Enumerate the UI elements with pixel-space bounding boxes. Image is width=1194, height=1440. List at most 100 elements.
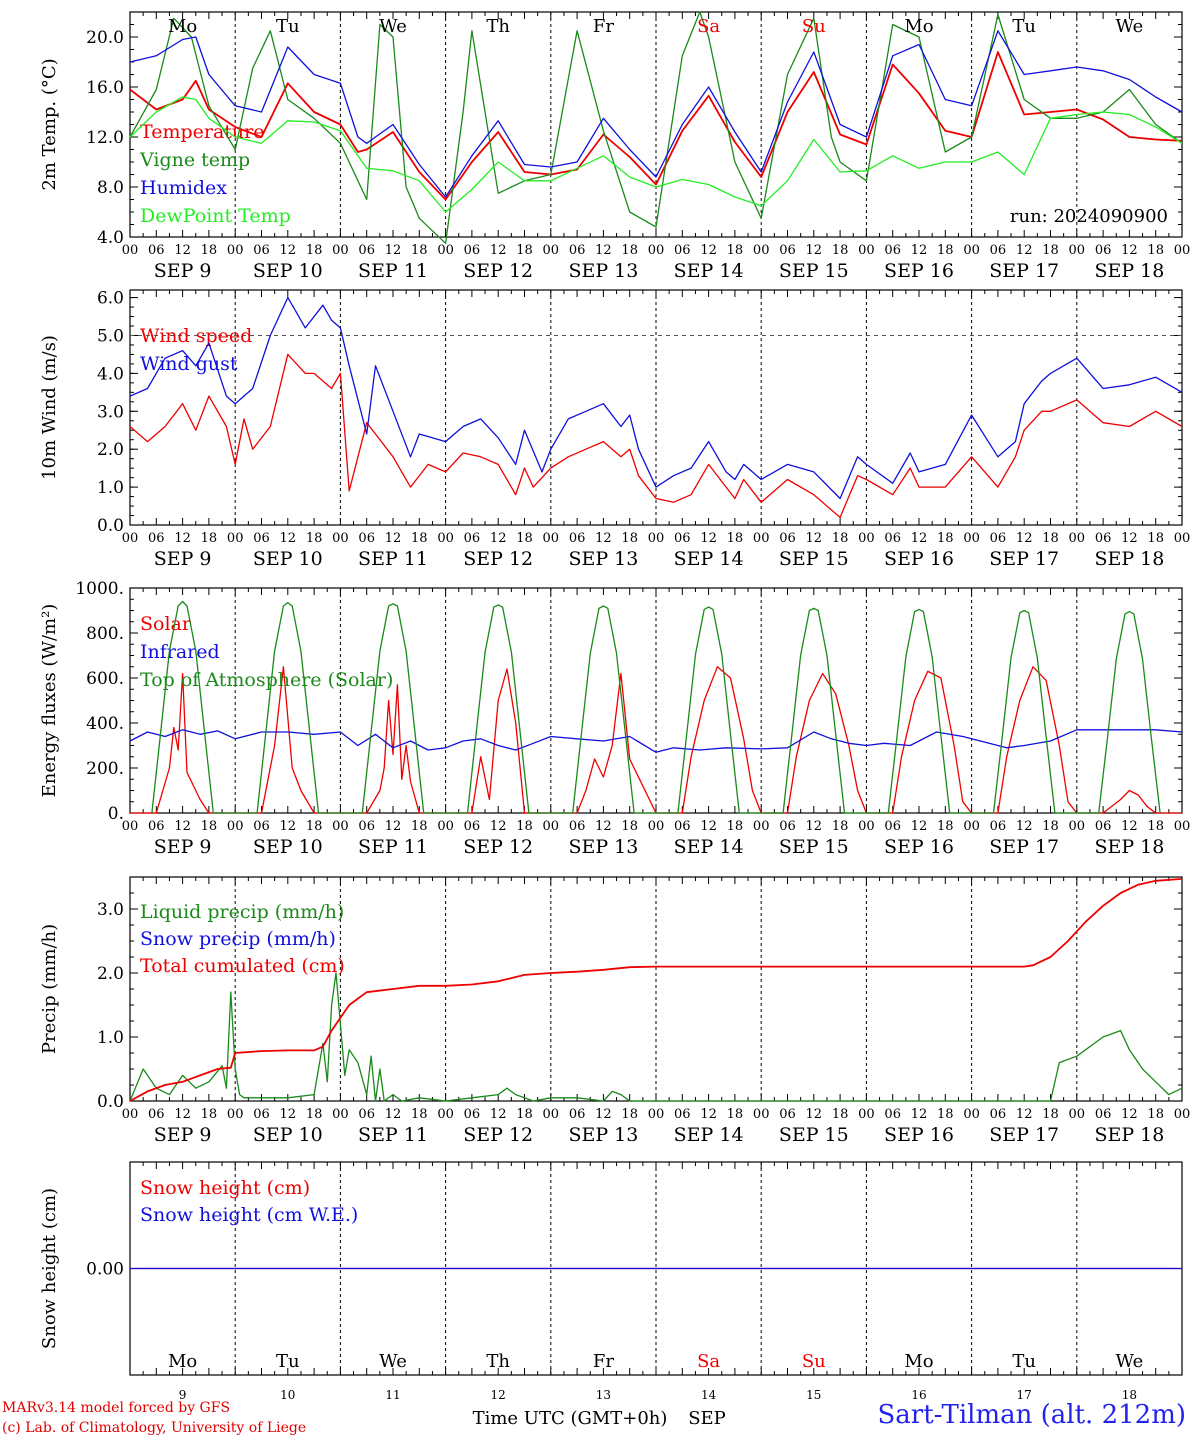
legend-entry: Snow height (cm) [140,1177,310,1199]
series-line-3 [151,600,1161,814]
hour-label: 06 [569,531,586,546]
hour-label: 06 [674,243,691,258]
series-line-3 [129,30,1183,198]
hour-label: 18 [1147,819,1164,834]
hour-label: 18 [832,531,849,546]
hour-label: 18 [516,819,533,834]
hour-label: 12 [490,531,507,546]
hour-label: 00 [543,1107,560,1122]
series-line-1 [129,51,1183,201]
hour-label: 00 [437,243,454,258]
hour-label: 00 [437,531,454,546]
hour-label: 12 [595,819,612,834]
legend-entry: Solar [140,613,192,635]
weekday-label: Mo [904,16,933,37]
hour-label: 12 [385,1107,402,1122]
weekday-label: Sa [697,16,720,37]
hour-label: 00 [753,531,770,546]
hour-label: 12 [595,1107,612,1122]
y-tick-label: 0.0 [97,1092,124,1112]
hour-label: 06 [1095,243,1112,258]
x-axis-month: SEP [688,1408,726,1429]
day-label: SEP 14 [674,1124,744,1146]
hour-label: 06 [674,819,691,834]
day-label: SEP 11 [358,836,428,858]
panel-frame [129,11,1183,238]
hour-label: 00 [648,243,665,258]
y-tick-label: 0.0 [97,516,124,536]
hour-label: 00 [648,531,665,546]
hour-label: 12 [911,819,928,834]
hour-label: 00 [1174,819,1191,834]
hour-label: 18 [1042,1107,1059,1122]
y-tick-label: 20.0 [86,28,124,48]
day-number: 11 [385,1388,400,1402]
hour-label: 06 [148,243,165,258]
weekday-label: Tu [276,16,300,37]
series-line-1 [130,666,1182,814]
hour-label: 18 [1042,243,1059,258]
hour-label: 06 [253,819,270,834]
hour-label: 18 [937,819,954,834]
hour-label: 18 [201,1107,218,1122]
hour-label: 00 [753,1107,770,1122]
hour-label: 18 [832,1107,849,1122]
weekday-label: Th [486,16,510,37]
hour-label: 00 [753,243,770,258]
hour-label: 00 [1069,243,1086,258]
day-label: SEP 15 [779,1124,849,1146]
hour-label: 12 [385,243,402,258]
hour-label: 18 [727,243,744,258]
hour-label: 18 [1147,531,1164,546]
day-label: SEP 10 [253,260,323,282]
day-number: 12 [491,1388,506,1402]
y-tick-label: 1000. [75,579,124,599]
day-label: SEP 14 [674,836,744,858]
day-label: SEP 15 [779,260,849,282]
hour-label: 18 [621,1107,638,1122]
day-label: SEP 17 [989,260,1059,282]
day-label: SEP 16 [884,548,954,570]
hour-label: 12 [1016,531,1033,546]
hour-label: 06 [358,819,375,834]
day-label: SEP 13 [568,260,638,282]
hour-label: 00 [648,1107,665,1122]
hour-label: 12 [280,531,297,546]
day-number: 18 [1122,1388,1137,1402]
series-line-1 [129,972,1183,1102]
model-credit: MARv3.14 model forced by GFS [2,1400,231,1416]
hour-label: 00 [437,1107,454,1122]
hour-label: 18 [621,243,638,258]
weekday-label: Tu [1012,1351,1036,1372]
hour-label: 06 [358,1107,375,1122]
hour-label: 00 [543,243,560,258]
hour-label: 12 [1121,243,1138,258]
hour-label: 12 [174,1107,191,1122]
hour-label: 06 [464,819,481,834]
hour-label: 00 [858,1107,875,1122]
day-label: SEP 18 [1094,1124,1164,1146]
hour-label: 00 [1174,531,1191,546]
y-tick-label: 600. [86,669,124,689]
weekday-label: We [379,16,407,37]
hour-label: 06 [990,819,1007,834]
hour-label: 00 [1069,1107,1086,1122]
hour-label: 12 [1121,1107,1138,1122]
hour-label: 06 [884,1107,901,1122]
legend-entry: DewPoint Temp [140,205,291,227]
hour-label: 06 [253,531,270,546]
day-label: SEP 12 [463,836,533,858]
y-tick-label: 5.0 [97,326,124,346]
hour-label: 00 [122,1107,139,1122]
hour-label: 12 [385,531,402,546]
hour-label: 12 [700,243,717,258]
legend-entry: Humidex [140,177,227,199]
hour-label: 00 [332,819,349,834]
hour-label: 18 [306,243,323,258]
hour-label: 12 [174,531,191,546]
hour-label: 06 [779,819,796,834]
hour-label: 12 [280,243,297,258]
hour-label: 12 [1016,1107,1033,1122]
day-label: SEP 9 [154,1124,212,1146]
hour-label: 00 [122,243,139,258]
